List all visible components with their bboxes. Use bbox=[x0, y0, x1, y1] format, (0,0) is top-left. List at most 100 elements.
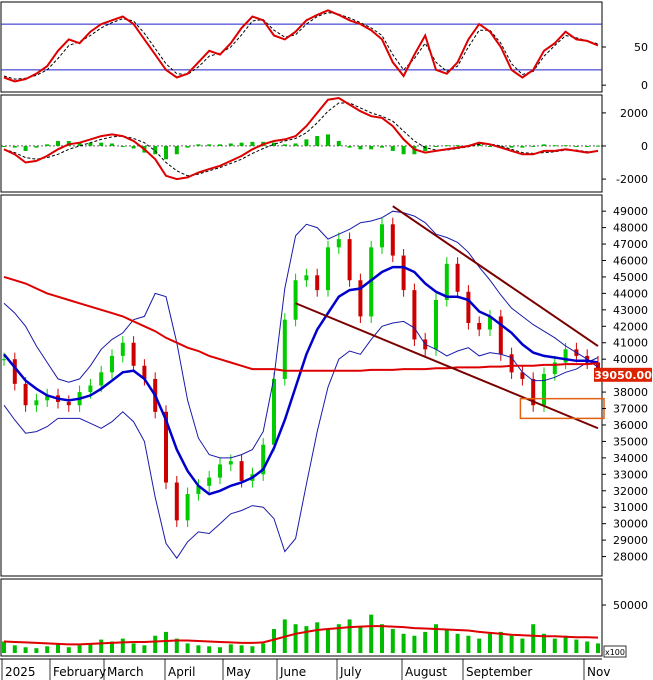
price-candle-body bbox=[563, 349, 568, 363]
price-candle-body bbox=[369, 247, 374, 317]
volume-bar bbox=[207, 646, 212, 653]
macd-histogram-bar bbox=[185, 145, 190, 148]
macd-histogram-bar bbox=[2, 145, 6, 147]
ma200-line bbox=[3, 275, 599, 372]
macd-histogram-bar bbox=[293, 143, 298, 146]
volume-bar bbox=[412, 635, 417, 653]
volume-bar bbox=[293, 624, 298, 653]
x-axis-tick-label: June bbox=[279, 665, 306, 679]
macd-histogram-bar bbox=[282, 144, 287, 146]
macd-histogram-bar bbox=[509, 145, 514, 148]
x-axis-tick-label: September bbox=[466, 665, 532, 679]
volume-bar bbox=[142, 645, 147, 653]
bollinger-upper-band bbox=[3, 210, 599, 459]
price-candle-body bbox=[336, 239, 341, 248]
price-candle-body bbox=[315, 275, 320, 291]
macd-histogram-bar bbox=[304, 139, 309, 146]
volume-bar bbox=[23, 647, 28, 653]
plot-content bbox=[1, 9, 605, 653]
price-candle-body bbox=[164, 411, 168, 483]
volume-bar bbox=[153, 635, 158, 653]
macd-histogram-bar bbox=[239, 142, 244, 146]
price-y-tick-label: 40000 bbox=[613, 353, 648, 366]
macd-histogram-bar bbox=[336, 141, 341, 146]
macd-histogram-bar bbox=[77, 142, 82, 146]
last-price-label: 39050.00 bbox=[594, 369, 652, 382]
stoch-k-line bbox=[3, 9, 599, 83]
volume-bar bbox=[498, 631, 503, 653]
volume-bar bbox=[131, 643, 136, 653]
price-candle-body bbox=[261, 444, 266, 475]
macd-histogram-bar bbox=[401, 145, 406, 155]
volume-unit-label: x100 bbox=[605, 648, 625, 657]
price-candle-body bbox=[196, 485, 201, 495]
macd-histogram-bar bbox=[272, 142, 276, 146]
volume-bar bbox=[542, 633, 546, 653]
volume-bar bbox=[185, 643, 190, 653]
price-candle-body bbox=[434, 299, 438, 350]
x-axis-tick-label: May bbox=[226, 665, 251, 679]
price-y-tick-label: 31000 bbox=[613, 501, 648, 514]
macd-histogram-bar bbox=[34, 145, 39, 148]
price-candle-body bbox=[34, 400, 39, 406]
macd-histogram-bar bbox=[153, 145, 158, 155]
volume-unit-box: x100 bbox=[603, 645, 627, 658]
price-y-tick-label: 49000 bbox=[613, 205, 648, 218]
volume-bar bbox=[347, 619, 352, 653]
volume-bar bbox=[390, 629, 395, 653]
macd-histogram-bar bbox=[423, 145, 428, 151]
macd-histogram-bar bbox=[380, 145, 384, 148]
macd-signal-line bbox=[3, 102, 599, 177]
macd-histogram-bar bbox=[174, 145, 179, 155]
volume-bar bbox=[174, 638, 179, 653]
volume-bar bbox=[423, 631, 428, 653]
volume-bar bbox=[509, 635, 514, 653]
price-candle-body bbox=[488, 316, 492, 330]
volume-bar bbox=[272, 629, 276, 653]
price-candle-body bbox=[142, 365, 147, 379]
macd-histogram-bar bbox=[88, 142, 93, 146]
volume-bar bbox=[196, 645, 201, 653]
macd-histogram-bar bbox=[110, 143, 114, 146]
volume-bar bbox=[315, 622, 320, 653]
macd-histogram-bar bbox=[531, 145, 536, 147]
price-y-tick-label: 30000 bbox=[613, 518, 648, 531]
macd-histogram-bar bbox=[207, 144, 212, 146]
price-y-tick-label: 34000 bbox=[613, 452, 648, 465]
trend-line-1 bbox=[392, 205, 599, 347]
volume-bar bbox=[585, 641, 590, 653]
price-candle-body bbox=[88, 385, 93, 393]
price-candle-body bbox=[185, 494, 190, 521]
volume-bar bbox=[455, 633, 460, 653]
price-candle-body bbox=[174, 482, 179, 521]
volume-bar bbox=[164, 631, 168, 653]
x-axis-tick-label: July bbox=[339, 665, 362, 679]
volume-bar bbox=[218, 647, 222, 653]
volume-bar bbox=[380, 624, 384, 653]
volume-bar bbox=[12, 645, 17, 653]
macd-histogram-bar bbox=[120, 145, 125, 147]
volume-bar bbox=[45, 646, 50, 653]
price-candle-body bbox=[466, 291, 471, 323]
macd-histogram-bar bbox=[574, 145, 579, 147]
x-axis-tick-label: April bbox=[168, 665, 195, 679]
price-candle-body bbox=[358, 280, 363, 317]
price-candle-body bbox=[380, 224, 384, 248]
macd-histogram-bar bbox=[347, 145, 352, 148]
volume-bar bbox=[77, 645, 82, 653]
price-candle-body bbox=[304, 275, 309, 281]
bollinger-lower-band bbox=[3, 320, 599, 560]
macd-histogram-bar bbox=[585, 145, 590, 147]
macd-histogram-bar bbox=[164, 145, 168, 160]
volume-ma-line bbox=[3, 625, 599, 646]
panel-frame-3 bbox=[0, 194, 603, 577]
macd-histogram-bar bbox=[315, 136, 320, 146]
trend-line-2 bbox=[295, 302, 599, 430]
price-y-tick-label: 42000 bbox=[613, 320, 648, 333]
macd-histogram-bar bbox=[552, 145, 557, 147]
price-candle-body bbox=[326, 247, 330, 291]
x-axis-tick-label: 2025 bbox=[5, 665, 36, 679]
volume-bar bbox=[477, 638, 482, 653]
macd-histogram-bar bbox=[477, 144, 482, 146]
volume-bar bbox=[120, 638, 125, 653]
